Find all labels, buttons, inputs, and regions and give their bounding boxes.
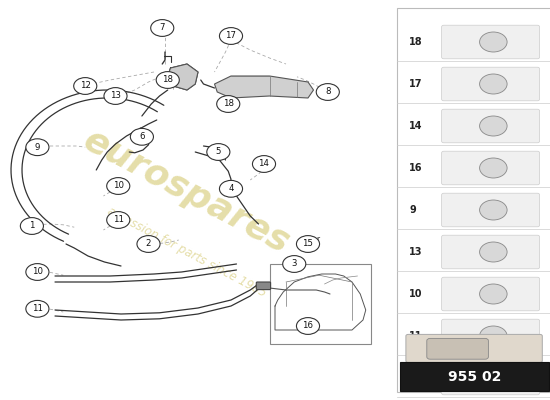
Text: 6: 6 (139, 132, 145, 141)
Text: 3: 3 (292, 260, 297, 268)
Text: 10: 10 (113, 182, 124, 190)
Text: 7: 7 (160, 24, 165, 32)
Circle shape (480, 326, 507, 346)
FancyBboxPatch shape (406, 334, 542, 362)
Circle shape (107, 212, 130, 228)
FancyBboxPatch shape (442, 193, 540, 227)
FancyBboxPatch shape (223, 184, 240, 193)
Circle shape (26, 139, 49, 156)
Text: 12: 12 (409, 373, 423, 383)
Bar (400, 362, 549, 391)
FancyBboxPatch shape (442, 151, 540, 185)
Bar (397, 8, 550, 392)
Circle shape (207, 144, 230, 160)
FancyBboxPatch shape (427, 338, 488, 359)
Circle shape (480, 74, 507, 94)
Text: 8: 8 (325, 88, 331, 96)
Text: 9: 9 (35, 143, 40, 152)
Circle shape (480, 368, 507, 388)
Circle shape (480, 200, 507, 220)
Circle shape (219, 180, 243, 197)
Circle shape (26, 264, 49, 280)
Text: 5: 5 (216, 148, 221, 156)
Text: 11: 11 (113, 216, 124, 224)
FancyBboxPatch shape (442, 67, 540, 101)
Circle shape (480, 158, 507, 178)
Text: 16: 16 (302, 322, 313, 330)
Circle shape (26, 300, 49, 317)
Polygon shape (214, 76, 314, 98)
Bar (270, 264, 371, 344)
FancyBboxPatch shape (442, 319, 540, 353)
FancyBboxPatch shape (442, 361, 540, 395)
Circle shape (217, 96, 240, 112)
Text: 12: 12 (80, 82, 91, 90)
Text: 955 02: 955 02 (448, 370, 502, 384)
Text: 11: 11 (32, 304, 43, 313)
Text: 18: 18 (223, 100, 234, 108)
Text: 16: 16 (409, 163, 423, 173)
Text: r r r r: r r r r (300, 235, 320, 244)
Text: 18: 18 (162, 76, 173, 84)
Text: 2: 2 (146, 240, 151, 248)
Text: 4: 4 (228, 184, 234, 193)
Circle shape (151, 20, 174, 36)
Text: a passion for parts since 1985: a passion for parts since 1985 (105, 204, 269, 300)
Circle shape (480, 32, 507, 52)
Circle shape (104, 88, 127, 104)
Text: 17: 17 (226, 32, 236, 40)
Text: 15: 15 (302, 240, 313, 248)
Text: 14: 14 (258, 160, 270, 168)
Circle shape (480, 242, 507, 262)
Text: 11: 11 (409, 331, 423, 341)
Text: 17: 17 (409, 79, 423, 89)
FancyBboxPatch shape (442, 235, 540, 269)
Circle shape (130, 128, 153, 145)
Circle shape (156, 72, 179, 88)
Text: 10: 10 (32, 268, 43, 276)
FancyBboxPatch shape (256, 282, 271, 290)
FancyBboxPatch shape (442, 109, 540, 143)
Text: 10: 10 (409, 289, 423, 299)
Circle shape (20, 218, 43, 234)
Text: 18: 18 (409, 37, 423, 47)
Circle shape (107, 178, 130, 194)
FancyBboxPatch shape (442, 277, 540, 311)
Text: 13: 13 (110, 92, 121, 100)
Circle shape (74, 78, 97, 94)
Text: 9: 9 (409, 205, 416, 215)
Circle shape (296, 236, 320, 252)
FancyBboxPatch shape (442, 25, 540, 59)
Text: eurospares: eurospares (78, 123, 296, 261)
Circle shape (480, 284, 507, 304)
Circle shape (296, 318, 320, 334)
Text: 14: 14 (409, 121, 423, 131)
Circle shape (283, 256, 306, 272)
Circle shape (316, 84, 339, 100)
Text: 1: 1 (29, 222, 35, 230)
Text: 13: 13 (409, 247, 423, 257)
Circle shape (137, 236, 160, 252)
Circle shape (219, 28, 243, 44)
Polygon shape (168, 64, 198, 90)
Circle shape (252, 156, 276, 172)
Circle shape (480, 116, 507, 136)
